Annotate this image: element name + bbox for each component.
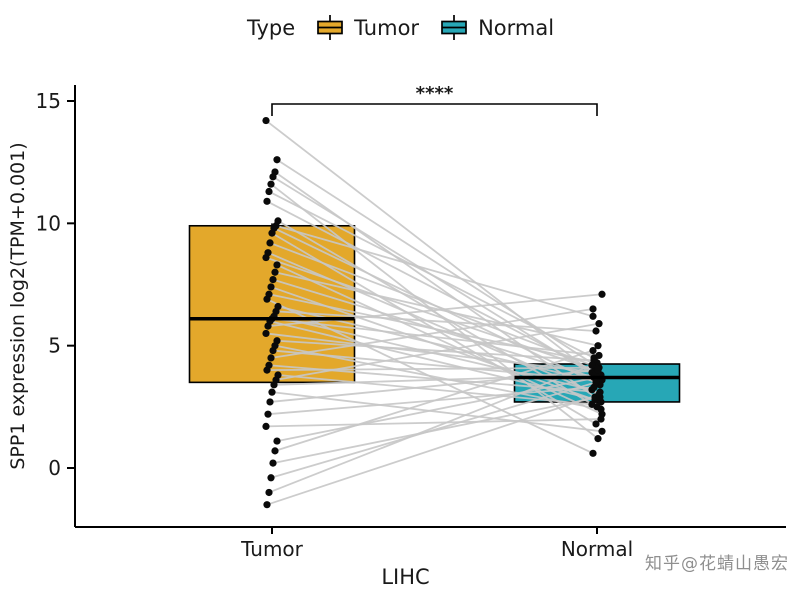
svg-text:5: 5 xyxy=(48,334,61,358)
sample-points xyxy=(262,116,606,509)
significance-bracket: **** xyxy=(271,83,598,116)
legend-title: Type xyxy=(246,15,296,40)
tumor-boxplot-key-icon xyxy=(317,15,344,40)
legend-item-label-tumor: Tumor xyxy=(354,15,420,40)
y-axis-ticks: 0 5 10 15 xyxy=(36,89,75,480)
svg-text:15: 15 xyxy=(36,89,61,113)
svg-text:10: 10 xyxy=(36,211,61,235)
x-axis-title: LIHC xyxy=(381,565,429,589)
x-axis-ticks: Tumor Normal xyxy=(240,527,633,561)
axes xyxy=(74,85,786,528)
median-lines xyxy=(189,317,680,380)
legend-item-tumor: Tumor xyxy=(315,14,419,41)
y-axis-title: SPP1 expression log2(TPM+0.001) xyxy=(7,142,29,469)
legend: Type Tumor Normal xyxy=(0,14,801,41)
significance-stars: **** xyxy=(416,83,454,104)
watermark: 知乎@花蜻山愚宏 xyxy=(645,554,789,574)
legend-item-normal: Normal xyxy=(439,14,554,41)
normal-boxplot-key-icon xyxy=(441,15,467,40)
svg-text:Tumor: Tumor xyxy=(240,537,304,561)
pair-lines xyxy=(265,119,603,506)
svg-text:0: 0 xyxy=(48,456,61,480)
legend-item-label-normal: Normal xyxy=(478,15,555,40)
svg-text:Normal: Normal xyxy=(561,537,633,561)
